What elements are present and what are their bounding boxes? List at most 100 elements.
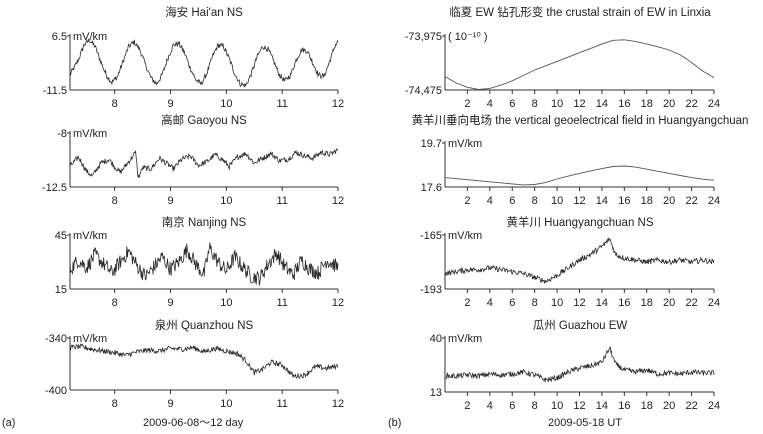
x-tick-label: 16: [618, 98, 630, 110]
x-tick-label: 22: [685, 297, 697, 309]
x-tick-label: 12: [573, 297, 585, 309]
x-tick-label: 24: [708, 400, 720, 412]
panel-3: 南京 Nanjing NS 45 15 mV/km 8 9 10 11 12: [55, 215, 344, 309]
unit-label: mV/km: [73, 230, 107, 242]
x-tick-label: 16: [618, 400, 630, 412]
x-tick-label: 2: [464, 98, 470, 110]
x-tick-label: 22: [685, 400, 697, 412]
panel-title: 南京 Nanjing NS: [162, 215, 247, 229]
panel-title: 瓜州 Guazhou EW: [533, 319, 628, 332]
x-tick-label: 18: [641, 400, 653, 412]
x-tick-label: 14: [596, 98, 608, 110]
x-tick-label: 2: [464, 195, 470, 207]
unit-label: mV/km: [73, 31, 107, 43]
y-tick-label-bottom: 13: [430, 387, 442, 399]
y-tick-label-top: 40: [430, 333, 442, 345]
x-tick-label: 10: [220, 195, 232, 207]
series-line: [444, 165, 715, 186]
y-tick-label-bottom: -12.5: [42, 182, 67, 194]
x-tick-label: 2: [464, 400, 470, 412]
x-tick-label: 8: [112, 98, 118, 110]
x-tick-label: 20: [663, 297, 675, 309]
x-tick-label: 12: [332, 98, 344, 110]
y-tick-label-top: -340: [45, 333, 67, 345]
panel-title: 黄羊川 Huangyangchuan NS: [506, 215, 653, 229]
x-tick-label: 10: [220, 98, 232, 110]
x-tick-label: 6: [509, 400, 515, 412]
x-tick-label: 6: [509, 98, 515, 110]
series-line: [69, 148, 339, 178]
x-tick-label: 12: [573, 195, 585, 207]
x-tick-label: 18: [641, 297, 653, 309]
x-tick-label: 22: [685, 98, 697, 110]
x-tick-label: 8: [532, 400, 538, 412]
right-footer: 2009-05-18 UT: [548, 417, 622, 429]
series-line: [69, 38, 339, 88]
panel-4: 泉州 Quanzhou NS -340 -400 mV/km 8 9 10 11 12: [45, 318, 344, 410]
x-tick-label: 24: [708, 195, 720, 207]
x-tick-label: 9: [167, 98, 173, 110]
panel-title: 海安 Hai'an NS: [165, 5, 243, 19]
x-tick-label: 10: [220, 398, 232, 410]
x-tick-label: 20: [663, 98, 675, 110]
y-tick-label-top: 19.7: [421, 138, 442, 150]
x-tick-label: 11: [276, 195, 287, 207]
x-tick-label: 8: [532, 195, 538, 207]
x-tick-label: 14: [596, 195, 608, 207]
x-tick-label: 12: [573, 98, 585, 110]
x-tick-label: 10: [220, 297, 232, 309]
y-tick-label-bottom: -11.5: [43, 85, 67, 97]
y-tick-label-bottom: -400: [45, 385, 67, 397]
x-tick-label: 18: [641, 195, 653, 207]
y-tick-label-top: 6.5: [52, 31, 67, 43]
panel-title: 临夏 EW 钻孔形变 the crustal strain of EW in L…: [449, 5, 711, 19]
x-tick-label: 9: [167, 398, 173, 410]
x-tick-label: 20: [663, 400, 675, 412]
unit-label: mV/km: [73, 128, 107, 140]
x-tick-label: 8: [532, 297, 538, 309]
x-tick-label: 4: [487, 98, 493, 110]
x-tick-label: 6: [509, 297, 515, 309]
y-tick-label-bottom: -193: [420, 284, 442, 296]
unit-label: mV/km: [448, 138, 482, 150]
series-line: [69, 242, 339, 286]
x-tick-label: 20: [663, 195, 675, 207]
series-line: [444, 237, 715, 284]
x-tick-label: 24: [708, 297, 720, 309]
y-tick-label-bottom: 15: [55, 284, 67, 296]
right-panel-label: (b): [388, 417, 401, 429]
x-tick-label: 8: [532, 98, 538, 110]
x-tick-label: 24: [708, 98, 720, 110]
y-tick-label-bottom: -74,475: [405, 85, 442, 97]
panel-6: 黄羊川垂向电场 the vertical geoelectrical field…: [412, 113, 749, 207]
x-tick-label: 4: [487, 297, 493, 309]
x-tick-label: 10: [551, 195, 563, 207]
unit-label: mV/km: [73, 333, 107, 345]
x-tick-label: 10: [551, 297, 563, 309]
panel-title: 泉州 Quanzhou NS: [155, 318, 254, 332]
left-footer: 2009-06-08～12 day: [143, 417, 244, 429]
x-tick-label: 12: [332, 195, 344, 207]
x-tick-label: 12: [332, 297, 344, 309]
x-tick-label: 12: [573, 400, 585, 412]
panel-title: 黄羊川垂向电场 the vertical geoelectrical field…: [412, 113, 749, 127]
x-tick-label: 12: [332, 398, 344, 410]
y-tick-label-top: -8: [57, 128, 67, 140]
series-line: [444, 346, 715, 383]
y-tick-label-top: -73,975: [405, 31, 442, 43]
x-tick-label: 16: [618, 195, 630, 207]
panel-5: 临夏 EW 钻孔形变 the crustal strain of EW in L…: [405, 5, 720, 110]
x-tick-label: 10: [551, 400, 563, 412]
x-tick-label: 8: [112, 398, 118, 410]
y-tick-label-top: 45: [55, 230, 67, 242]
x-tick-label: 16: [618, 297, 630, 309]
x-tick-label: 4: [487, 195, 493, 207]
x-tick-label: 22: [685, 195, 697, 207]
unit-label: ( 10⁻¹⁰ ): [448, 31, 488, 43]
x-tick-label: 11: [276, 398, 287, 410]
x-tick-label: 8: [112, 297, 118, 309]
unit-label: mV/km: [448, 230, 482, 242]
unit-label: mV/km: [448, 333, 482, 345]
